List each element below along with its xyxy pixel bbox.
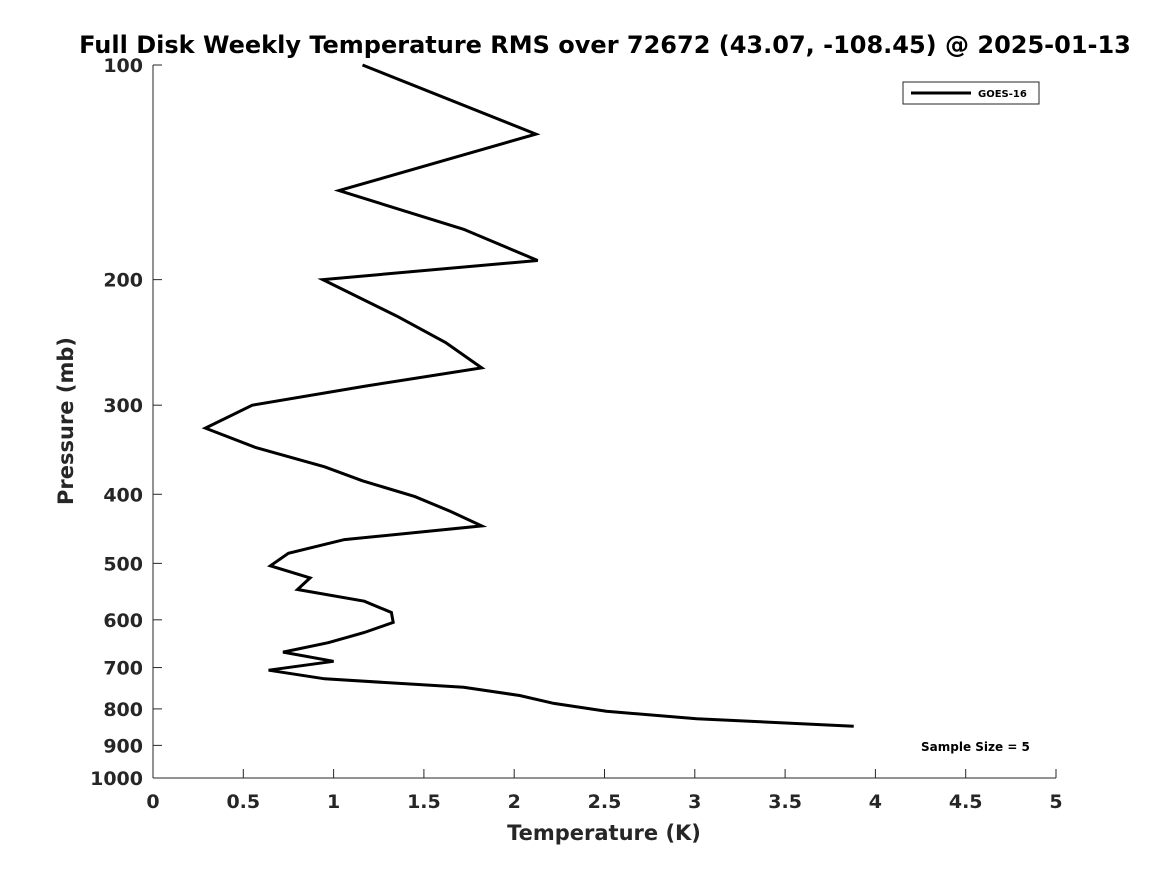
series-group [201, 63, 854, 728]
x-tick-label: 2.5 [588, 791, 622, 813]
plot-area [152, 65, 1056, 779]
x-tick-label: 5 [1049, 791, 1062, 813]
legend-label-goes-16: GOES-16 [978, 89, 1027, 100]
y-tick-label: 600 [103, 610, 143, 632]
sample-size-annotation: Sample Size = 5 [921, 740, 1030, 754]
y-axis-ticks: 100 200 300 400 500 600 700 800 900 1000 [90, 55, 162, 790]
x-tick-label: 1 [327, 791, 340, 813]
y-tick-label: 400 [103, 484, 143, 506]
x-tick-label: 3 [688, 791, 701, 813]
y-tick-label: 100 [103, 55, 143, 77]
x-tick-label: 4.5 [949, 791, 983, 813]
y-tick-label: 900 [103, 735, 143, 757]
y-tick-label: 700 [103, 658, 143, 680]
y-tick-label: 800 [103, 699, 143, 721]
x-tick-label: 1.5 [407, 791, 441, 813]
x-tick-label: 0 [146, 791, 159, 813]
legend: GOES-16 [902, 81, 1040, 105]
y-tick-label: 1000 [90, 768, 143, 790]
chart-title: Full Disk Weekly Temperature RMS over 72… [79, 31, 1131, 59]
y-tick-label: 200 [103, 270, 143, 292]
series-line-goes-16 [201, 63, 854, 728]
x-axis-ticks: 0 0.5 1 1.5 2 2.5 3 3.5 4 4.5 5 [146, 769, 1063, 813]
x-tick-label: 4 [869, 791, 882, 813]
x-axis-label: Temperature (K) [507, 821, 701, 845]
y-tick-label: 500 [103, 553, 143, 575]
x-tick-label: 0.5 [226, 791, 260, 813]
x-tick-label: 2 [508, 791, 521, 813]
y-axis-label: Pressure (mb) [54, 337, 78, 505]
x-tick-label: 3.5 [768, 791, 802, 813]
y-tick-label: 300 [103, 395, 143, 417]
